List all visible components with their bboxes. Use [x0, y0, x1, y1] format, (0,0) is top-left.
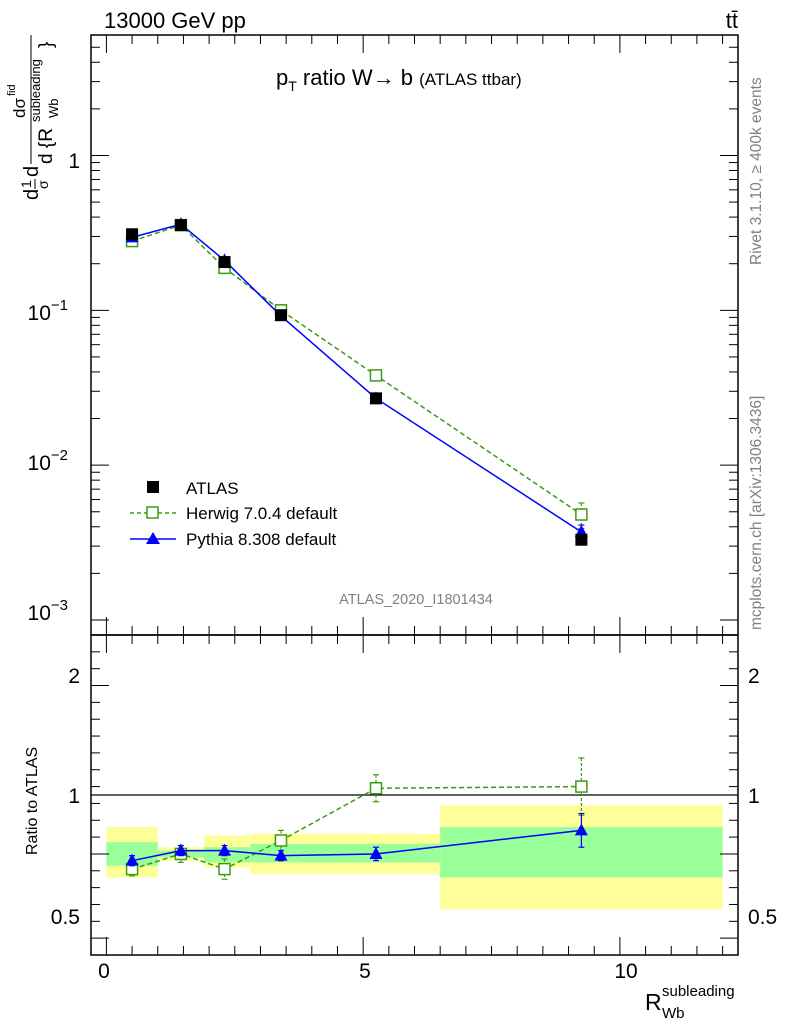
- legend: ATLAS Herwig 7.0.4 default Pythia 8.308 …: [130, 479, 337, 549]
- ratio-axis-ticks: [91, 635, 738, 955]
- xlabel-main: R: [645, 989, 662, 1015]
- ratio-band-inner-3: [250, 843, 441, 863]
- ylabel-den: d {R: [36, 128, 57, 164]
- main-point: [575, 533, 588, 546]
- main-series-atlas: [126, 219, 588, 546]
- xlabel: R subleading Wb: [645, 983, 735, 1022]
- main-line-pythia: [131, 223, 582, 533]
- ratio-point: [218, 843, 232, 856]
- ytick-label-1: 1: [68, 150, 80, 173]
- xtick-5: 5: [359, 960, 371, 983]
- main-point: [126, 228, 139, 241]
- title-sub: T: [288, 78, 297, 94]
- ratio-series-herwig: [125, 757, 588, 880]
- process-label: tt̄: [726, 8, 738, 33]
- main-point: [174, 219, 187, 232]
- ylabel-num-sup: fid: [6, 84, 18, 96]
- site-label: mcplots.cern.ch [arXiv:1306.3436]: [748, 396, 765, 630]
- title-p: p: [276, 65, 288, 90]
- ytick-base-10m2: 10: [28, 452, 51, 475]
- ratio-point: [125, 853, 139, 866]
- ytick-label-10m1: 10−1: [28, 297, 68, 325]
- ratio-bands: [106, 805, 723, 910]
- main-series-group: [125, 217, 588, 546]
- main-point: [274, 309, 287, 322]
- ratio-ytick-1: 1: [68, 785, 80, 808]
- main-point: [575, 508, 588, 521]
- ytick-exp-10m3: −3: [51, 597, 68, 614]
- legend-label-atlas: ATLAS: [186, 479, 239, 498]
- ratio-point: [574, 823, 588, 836]
- xtick-10: 10: [614, 960, 637, 983]
- ratio-ytick-05: 0.5: [51, 906, 80, 929]
- ratio-line-herwig: [131, 785, 582, 870]
- ylabel-den-sub: Wb: [46, 99, 61, 119]
- main-line-herwig: [131, 224, 582, 516]
- ratio-point: [369, 846, 383, 859]
- ytick-label-10m2: 10−2: [28, 447, 68, 475]
- main-point: [369, 369, 383, 382]
- ytick-base-10m3: 10: [28, 602, 51, 625]
- ratio-point: [274, 848, 288, 861]
- ratio-point: [218, 862, 231, 876]
- xtick-0: 0: [98, 960, 110, 983]
- ylabel-one: 1: [18, 180, 34, 188]
- main-panel: pT ratio W→ b (ATLAS ttbar) ATLAS_2020_I…: [6, 34, 739, 636]
- legend-marker-atlas: [147, 481, 159, 493]
- legend-marker-herwig: [146, 506, 159, 519]
- ylabel-d2: d: [21, 166, 43, 177]
- ratio-ylabel: Ratio to ATLAS: [24, 747, 41, 855]
- ytick-base-10m1: 10: [28, 302, 51, 325]
- ylabel-sigma: σ: [35, 180, 51, 189]
- legend-label-herwig: Herwig 7.0.4 default: [186, 504, 337, 523]
- main-axis-ticks: [91, 34, 738, 635]
- title-small: (ATLAS ttbar): [419, 70, 522, 89]
- ratio-frame: [90, 634, 739, 956]
- main-point: [218, 256, 231, 269]
- ylabel-den-close: }: [36, 42, 57, 48]
- ratio-point: [274, 834, 288, 847]
- ytick-exp-10m1: −1: [51, 297, 68, 314]
- ratio-series-group: [125, 757, 588, 880]
- ratio-ytick-2-right: 2: [748, 665, 760, 688]
- ratio-ytick-2: 2: [68, 665, 80, 688]
- legend-label-pythia: Pythia 8.308 default: [186, 530, 337, 549]
- rivet-label: Rivet 3.1.10, ≥ 400k events: [748, 77, 765, 265]
- ylabel-d1: d: [21, 189, 43, 200]
- ylabel-den-sup: subleading: [28, 59, 43, 122]
- ratio-line-pythia: [131, 829, 582, 862]
- xlabel-sub: Wb: [662, 1005, 685, 1022]
- ytick-exp-10m2: −2: [51, 447, 68, 464]
- ratio-point: [575, 780, 588, 793]
- ratio-ytick-1-right: 1: [748, 785, 760, 808]
- energy-label: 13000 GeV pp: [104, 8, 246, 33]
- ratio-point: [369, 782, 383, 795]
- main-title: pT ratio W→ b (ATLAS ttbar): [276, 65, 522, 94]
- xlabel-sup: subleading: [662, 983, 735, 1000]
- title-rest: ratio W→ b: [297, 65, 419, 90]
- ratio-point: [174, 843, 188, 856]
- ytick-label-10m3: 10−3: [28, 597, 68, 625]
- legend-marker-pythia: [146, 532, 160, 544]
- ratio-series-pythia: [125, 812, 588, 867]
- ratio-ytick-05-right: 0.5: [748, 906, 777, 929]
- main-point: [369, 392, 382, 405]
- analysis-label: ATLAS_2020_I1801434: [339, 592, 493, 608]
- main-ylabel: d 1 σ d dσ fid d {R subleading Wb }: [6, 35, 61, 200]
- ylabel-num: dσ: [10, 98, 29, 118]
- ratio-panel: 2 1 0.5 2 1 0.5 Ratio to ATLAS 0 5 10 R …: [24, 634, 777, 1022]
